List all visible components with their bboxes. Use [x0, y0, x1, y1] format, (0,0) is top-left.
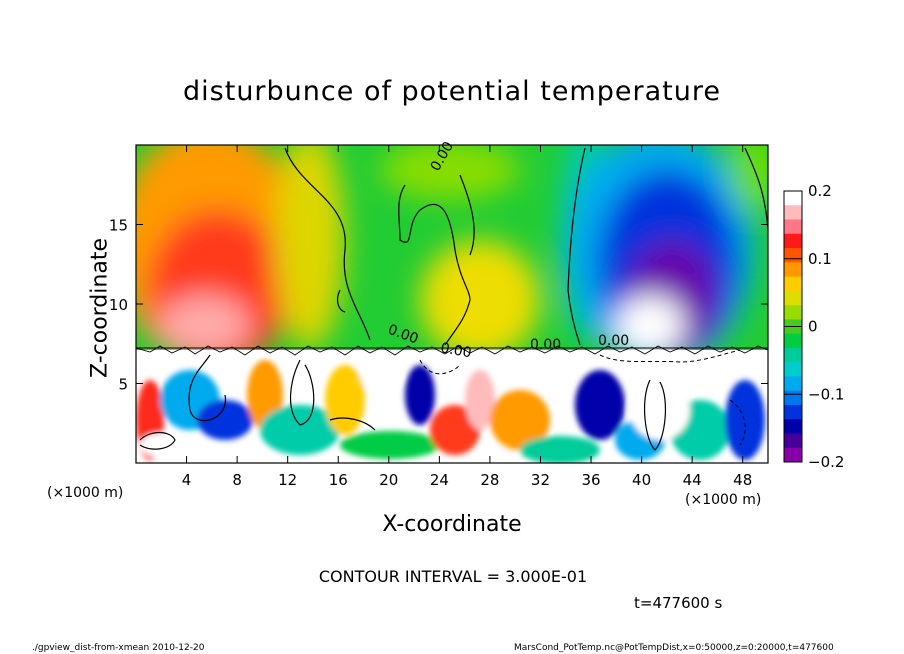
x-tick-label: 20 [379, 471, 398, 489]
colorbar-swatch [784, 262, 802, 278]
colorbar-swatch [784, 248, 802, 263]
x-tick-label: 44 [683, 471, 702, 489]
footer-right: MarsCond_PotTemp.nc@PotTempDist,x=0:5000… [514, 643, 834, 653]
x-axis-unit: (×1000 m) [685, 492, 762, 508]
colorbar-swatch [784, 347, 802, 363]
colorbar-swatch [784, 205, 802, 221]
colorbar-tick-label: 0.1 [808, 250, 832, 268]
colorbar-tick-label: 0.2 [808, 182, 832, 200]
y-axis-unit: (×1000 m) [47, 485, 124, 501]
colorbar-swatch [784, 191, 802, 206]
colorbar-tick-label: −0.1 [808, 385, 844, 403]
colorbar-tick-label: −0.2 [808, 453, 844, 471]
colorbar-swatch [784, 433, 802, 449]
colorbar: 0.2 0.1 0 −0.1 −0.2 [783, 182, 844, 471]
y-tick-label: 5 [118, 376, 128, 394]
x-tick-label: 24 [430, 471, 449, 489]
y-tick-label: 10 [109, 296, 128, 314]
x-tick-label: 12 [278, 471, 297, 489]
x-tick-label: 48 [733, 471, 752, 489]
x-tick-label: 32 [531, 471, 550, 489]
contour-label: 0.00 [598, 333, 629, 349]
y-axis: 5 10 15 [109, 217, 768, 394]
colorbar-swatch [784, 219, 802, 235]
chart-title: disturbunce of potential temperature [183, 76, 721, 107]
footer-left: ./gpview_dist-from-xmean 2010-12-20 [32, 643, 205, 653]
colorbar-swatch [784, 390, 802, 406]
colorbar-swatch [784, 376, 802, 392]
colorbar-tick-label: 0 [808, 318, 818, 336]
colorbar-swatch [784, 333, 802, 349]
x-tick-label: 16 [329, 471, 348, 489]
x-tick-label: 4 [182, 471, 192, 489]
y-tick-label: 15 [109, 217, 128, 235]
colorbar-swatch [784, 404, 802, 420]
x-axis: 4 8 12 16 20 24 28 32 36 40 44 48 [182, 145, 752, 489]
colorbar-swatch [784, 290, 802, 306]
colorbar-swatch [784, 419, 802, 434]
colorbar-swatch [784, 362, 802, 377]
x-tick-label: 36 [581, 471, 600, 489]
heatmap-field [136, 145, 768, 463]
contour-label: 0.00 [530, 337, 561, 353]
y-axis-label: Z-coordinate [87, 238, 113, 378]
contour-lines [139, 147, 768, 451]
colorbar-swatch [784, 233, 802, 249]
x-tick-label: 40 [632, 471, 651, 489]
interface-noise [136, 345, 768, 356]
contour-label: 0.00 [439, 340, 472, 361]
colorbar-swatch [784, 305, 802, 320]
contour-interval-note: CONTOUR INTERVAL = 3.000E-01 [318, 567, 588, 586]
x-axis-label: X-coordinate [382, 512, 522, 537]
colorbar-swatch [784, 447, 802, 463]
x-tick-label: 8 [232, 471, 242, 489]
time-stamp: t=477600 s [634, 594, 723, 612]
x-tick-label: 28 [480, 471, 499, 489]
colorbar-swatch [784, 276, 802, 292]
